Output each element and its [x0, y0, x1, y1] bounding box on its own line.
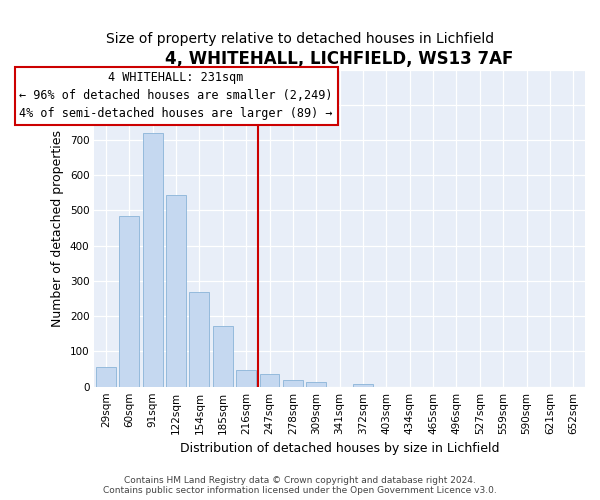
Bar — [190, 292, 209, 386]
Bar — [260, 374, 280, 386]
Text: Contains HM Land Registry data © Crown copyright and database right 2024.
Contai: Contains HM Land Registry data © Crown c… — [103, 476, 497, 495]
Bar — [119, 216, 139, 386]
Title: 4, WHITEHALL, LICHFIELD, WS13 7AF: 4, WHITEHALL, LICHFIELD, WS13 7AF — [166, 50, 514, 68]
Y-axis label: Number of detached properties: Number of detached properties — [51, 130, 64, 326]
Text: Size of property relative to detached houses in Lichfield: Size of property relative to detached ho… — [106, 32, 494, 46]
Bar — [213, 326, 233, 386]
Bar — [283, 380, 303, 386]
Bar — [96, 366, 116, 386]
Bar — [236, 370, 256, 386]
X-axis label: Distribution of detached houses by size in Lichfield: Distribution of detached houses by size … — [180, 442, 499, 455]
Text: 4 WHITEHALL: 231sqm
← 96% of detached houses are smaller (2,249)
4% of semi-deta: 4 WHITEHALL: 231sqm ← 96% of detached ho… — [19, 72, 333, 120]
Bar — [166, 194, 186, 386]
Bar — [307, 382, 326, 386]
Bar — [143, 133, 163, 386]
Bar — [353, 384, 373, 386]
